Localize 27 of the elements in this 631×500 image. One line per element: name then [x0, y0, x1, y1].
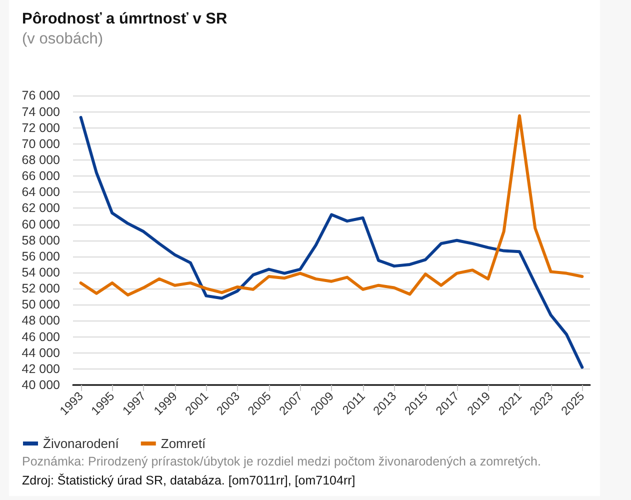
y-tick-label: 66 000: [22, 169, 60, 184]
chart-title: Pôrodnosť a úmrtnosť v SR: [22, 10, 228, 28]
y-tick-label: 40 000: [22, 378, 60, 392]
y-tick-label: 44 000: [22, 346, 60, 360]
y-tick-label: 62 000: [22, 201, 60, 216]
y-tick-label: 60 000: [22, 217, 60, 232]
legend-label: Zomretí: [160, 436, 206, 451]
y-tick-label: 74 000: [22, 104, 60, 119]
y-tick-label: 52 000: [22, 282, 60, 296]
line-series: [79, 116, 584, 369]
y-tick-label: 42 000: [22, 362, 60, 376]
y-tick-label: 72 000: [22, 120, 60, 135]
y-tick-label: 46 000: [22, 330, 60, 344]
legend-label: Živonarodení: [43, 436, 120, 451]
y-tick-label: 58 000: [22, 233, 60, 248]
y-tick-label: 68 000: [22, 152, 60, 167]
y-tick-label: 48 000: [22, 314, 60, 328]
chart-subtitle: (v osobách): [22, 30, 103, 48]
y-tick-label: 64 000: [22, 185, 60, 200]
y-tick-label: 56 000: [22, 249, 60, 264]
text: Zdroj: Štatistický úrad SR, databáza. [om7011rr], [om7104rr]: [22, 474, 356, 488]
y-tick-label: 70 000: [22, 136, 60, 151]
y-tick-label: 50 000: [22, 298, 60, 312]
line-series: [79, 114, 584, 296]
y-tick-label: 54 000: [22, 265, 60, 280]
y-tick-label: 76 000: [22, 88, 60, 103]
text: Poznámka: Prirodzený prírastok/úbytok je rozdiel medzi počtom živonarodených a zomretých.: [22, 454, 541, 468]
